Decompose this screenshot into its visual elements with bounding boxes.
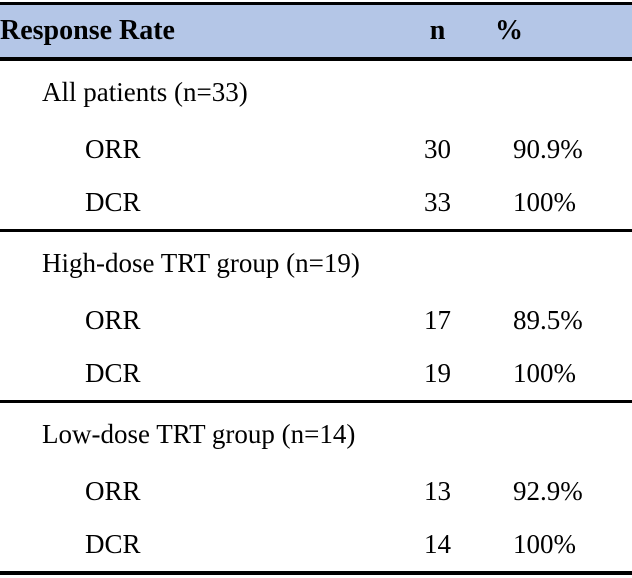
metric-row: ORR 13 92.9% [0, 465, 632, 518]
section-title: Low-dose TRT group (n=14) [0, 400, 632, 465]
n-value: 30 [424, 134, 451, 164]
metric-row: DCR 14 100% [0, 518, 632, 573]
percent-value: 92.9% [513, 476, 583, 506]
section-title: High-dose TRT group (n=19) [0, 229, 632, 294]
percent-value: 100% [513, 187, 576, 217]
percent-value: 100% [513, 529, 576, 559]
section-title-row: Low-dose TRT group (n=14) [0, 400, 632, 465]
table-body: All patients (n=33) ORR 30 90.9% DCR 33 100% Hi… [0, 59, 632, 573]
n-value: 19 [424, 358, 451, 388]
column-header-n: n [380, 3, 495, 61]
percent-value: 89.5% [513, 305, 583, 335]
metric-label: ORR [85, 305, 141, 335]
metric-label: DCR [85, 529, 141, 559]
n-value: 13 [424, 476, 451, 506]
section-title-row: All patients (n=33) [0, 59, 632, 123]
column-header-percent: % [495, 3, 632, 61]
metric-label: ORR [85, 476, 141, 506]
section-title-row: High-dose TRT group (n=19) [0, 229, 632, 294]
percent-value: 90.9% [513, 134, 583, 164]
metric-label: ORR [85, 134, 141, 164]
metric-label: DCR [85, 358, 141, 388]
n-value: 33 [424, 187, 451, 217]
header-row: Response Rate n % [0, 3, 632, 61]
column-header-response-rate: Response Rate [0, 3, 380, 61]
metric-row: DCR 33 100% [0, 176, 632, 231]
n-value: 14 [424, 529, 451, 559]
metric-label: DCR [85, 187, 141, 217]
metric-row: ORR 30 90.9% [0, 123, 632, 176]
n-value: 17 [424, 305, 451, 335]
percent-value: 100% [513, 358, 576, 388]
metric-row: ORR 17 89.5% [0, 294, 632, 347]
section-title: All patients (n=33) [42, 76, 248, 107]
metric-row: DCR 19 100% [0, 347, 632, 402]
